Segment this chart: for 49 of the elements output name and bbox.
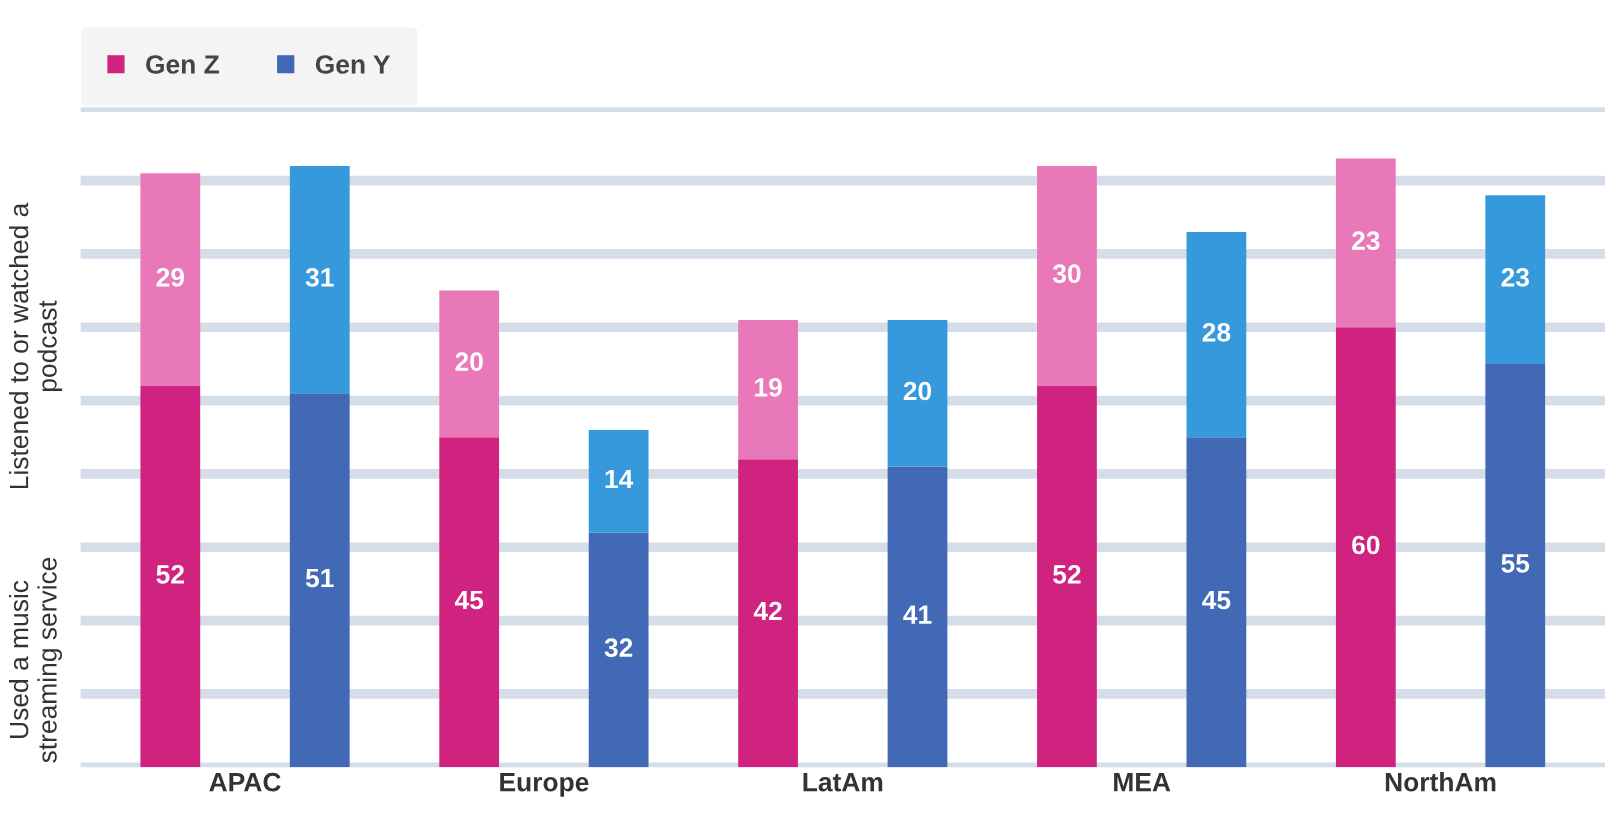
data-label: 41 xyxy=(903,605,932,624)
data-label: 32 xyxy=(604,638,633,658)
bar xyxy=(289,165,350,394)
bar xyxy=(1186,437,1247,768)
data-label: 52 xyxy=(1053,564,1081,584)
bar xyxy=(887,466,948,768)
data-label: 29 xyxy=(156,267,185,287)
x-tick-label: LatAm xyxy=(803,773,883,792)
x-tick-label: Europe xyxy=(500,773,589,797)
legend-label: Gen Y xyxy=(315,55,391,74)
data-label: 60 xyxy=(1352,535,1380,555)
bar xyxy=(588,532,649,768)
bar xyxy=(439,437,500,768)
data-label: 14 xyxy=(605,469,634,489)
bar xyxy=(1037,385,1097,768)
legend-label: Gen Z xyxy=(146,55,219,74)
text: Used a music streaming service xyxy=(8,557,62,763)
data-label: 23 xyxy=(1352,231,1380,251)
bar xyxy=(1037,165,1097,386)
data-label: 20 xyxy=(455,352,483,371)
data-label: 28 xyxy=(1202,322,1231,342)
x-tick-label: APAC xyxy=(209,772,281,792)
x-tick-label: MEA xyxy=(1114,773,1171,792)
bar xyxy=(439,290,500,438)
data-label: 30 xyxy=(1052,264,1081,284)
data-label: 55 xyxy=(1501,554,1530,573)
data-label: 45 xyxy=(1202,590,1231,610)
bar xyxy=(140,385,201,768)
data-label: 31 xyxy=(305,267,334,287)
data-label: 23 xyxy=(1501,267,1529,287)
bar xyxy=(289,393,350,768)
data-label: 19 xyxy=(755,377,782,397)
bar xyxy=(738,459,798,768)
bar xyxy=(1186,231,1247,438)
bar xyxy=(1485,195,1546,364)
bar xyxy=(1335,158,1396,328)
bar xyxy=(140,173,201,386)
data-label: 20 xyxy=(903,381,932,401)
data-label: 42 xyxy=(753,601,782,621)
data-label: 52 xyxy=(156,564,184,584)
bar xyxy=(1485,363,1546,768)
bar xyxy=(887,319,948,467)
bar xyxy=(588,429,649,533)
bar xyxy=(1335,327,1396,768)
data-label: 51 xyxy=(305,568,334,588)
x-tick-label: NorthAm xyxy=(1385,772,1496,792)
text: Listened to or watched a podcast xyxy=(8,202,62,489)
bar xyxy=(738,319,798,460)
data-label: 45 xyxy=(454,590,484,610)
